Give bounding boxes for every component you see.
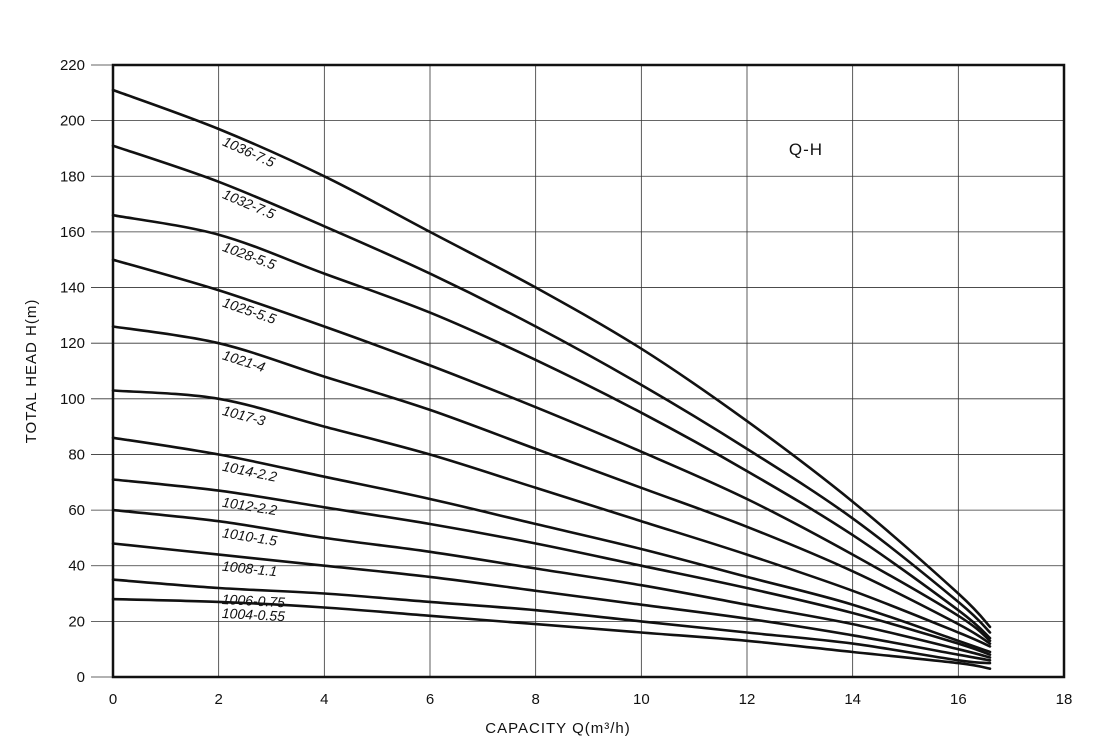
series-line-1012-2.2 [111, 478, 992, 656]
y-tick-label: 100 [60, 391, 85, 408]
x-axis-title: CAPACITY Q(m³/h) [485, 720, 630, 737]
y-tick-label: 20 [68, 613, 85, 630]
grid [91, 64, 1064, 678]
y-tick-label: 180 [60, 168, 85, 185]
series-line-1014-2.2 [111, 436, 992, 654]
series-line-1036-7.5 [111, 88, 992, 629]
series-line-1032-7.5 [111, 144, 992, 634]
x-tick-label: 0 [109, 691, 117, 708]
series-label: 1006-0.75 [222, 591, 286, 610]
tick-labels: 0 2 4 6 8 10 12 14 16 180204060801001201401601802… [60, 57, 1072, 708]
y-tick-label: 120 [60, 335, 85, 352]
y-tick-label: 40 [68, 558, 85, 575]
y-tick-label: 160 [60, 224, 85, 241]
x-tick-label: 12 [739, 691, 756, 708]
x-tick-label: 2 [214, 691, 222, 708]
y-tick-label: 0 [77, 669, 85, 686]
series-line-1028-5.5 [111, 213, 992, 640]
x-tick-label: 6 [426, 691, 434, 708]
curves [111, 88, 992, 670]
series-line-1017-3 [111, 389, 992, 648]
series-label: 1008-1.1 [221, 558, 278, 580]
series-line-1025-5.5 [111, 258, 992, 643]
x-tick-label: 18 [1056, 691, 1073, 708]
x-tick-label: 8 [531, 691, 539, 708]
x-tick-label: 14 [844, 691, 861, 708]
series-line-1006-0.75 [111, 578, 992, 665]
series-line-1008-1.1 [111, 542, 992, 662]
y-tick-label: 60 [68, 502, 85, 519]
y-axis-title: TOTAL HEAD H(m) [23, 299, 40, 444]
series-labels: 1036-7.51032-7.51028-5.51025-5.51021-410… [220, 133, 285, 624]
y-tick-label: 80 [68, 446, 85, 463]
series-line-1004-0.55 [111, 597, 992, 670]
series-label: 1004-0.55 [222, 605, 286, 624]
chart-annotation: Q-H [789, 140, 823, 159]
series-label: 1036-7.5 [220, 133, 277, 170]
x-tick-label: 4 [320, 691, 328, 708]
y-tick-label: 200 [60, 113, 85, 130]
series-label: 1032-7.5 [220, 186, 277, 222]
series-label: 1017-3 [221, 402, 267, 429]
series-line-1010-1.5 [111, 508, 992, 659]
plot-frame [111, 63, 1066, 679]
series-label: 1025-5.5 [221, 294, 279, 327]
y-tick-label: 220 [60, 57, 85, 74]
x-tick-label: 16 [950, 691, 967, 708]
x-tick-label: 10 [633, 691, 650, 708]
y-tick-label: 140 [60, 280, 85, 297]
series-line-1021-4 [111, 325, 992, 645]
